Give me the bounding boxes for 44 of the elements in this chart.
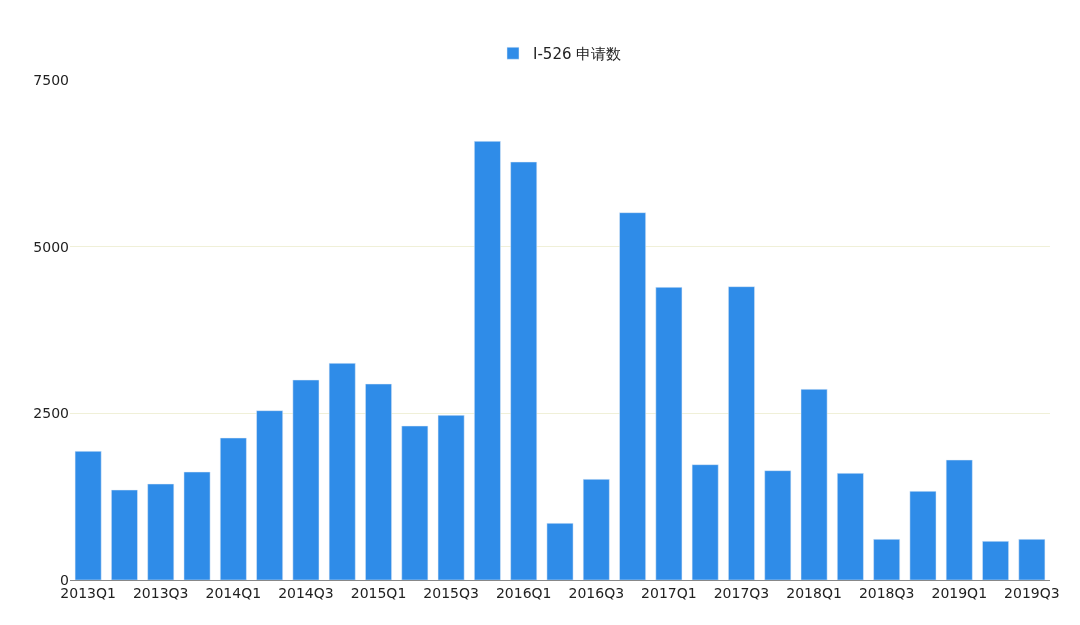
x-tick-label: 2015Q1 <box>350 584 407 601</box>
bar <box>728 286 755 580</box>
bar <box>365 383 392 580</box>
x-tick-label: 2017Q3 <box>713 584 770 601</box>
bar <box>982 541 1009 580</box>
bar <box>510 161 538 580</box>
bar <box>183 471 211 580</box>
y-tick-label: 7500 <box>33 71 69 88</box>
legend-label: I-526 申请数 <box>533 45 622 64</box>
x-tick-label: 2018Q3 <box>858 584 915 601</box>
bar <box>74 451 102 580</box>
bar <box>800 389 828 580</box>
y-tick-label: 5000 <box>33 238 69 255</box>
bar <box>764 470 792 580</box>
bar <box>837 473 864 580</box>
x-tick-label: 2016Q3 <box>568 584 625 601</box>
bar <box>474 141 501 580</box>
x-tick-label: 2015Q3 <box>423 584 479 601</box>
bar <box>655 287 683 580</box>
bar <box>873 539 900 580</box>
bar <box>256 410 283 580</box>
y-tick-label: 2500 <box>33 405 69 422</box>
bar <box>292 379 320 580</box>
bar <box>220 437 247 580</box>
bar <box>328 363 356 580</box>
bar <box>111 489 138 580</box>
x-tick-label: 2016Q1 <box>495 584 552 601</box>
bar <box>619 212 646 580</box>
x-tick-label: 2014Q3 <box>278 584 334 601</box>
x-tick-label: 2019Q3 <box>1004 584 1060 601</box>
x-tick-label: 2017Q1 <box>641 584 697 601</box>
bar <box>437 415 465 580</box>
bar <box>909 491 937 580</box>
bar <box>546 523 574 580</box>
bar <box>945 459 973 580</box>
bar <box>1018 539 1046 580</box>
bar <box>147 483 175 580</box>
x-tick-label: 2018Q1 <box>786 584 842 601</box>
bar <box>401 425 429 580</box>
x-tick-label: 2019Q1 <box>931 584 988 601</box>
bar <box>582 479 610 580</box>
x-tick-label: 2014Q1 <box>205 584 262 601</box>
bar <box>691 464 719 580</box>
x-tick-label: 2013Q3 <box>132 584 189 601</box>
